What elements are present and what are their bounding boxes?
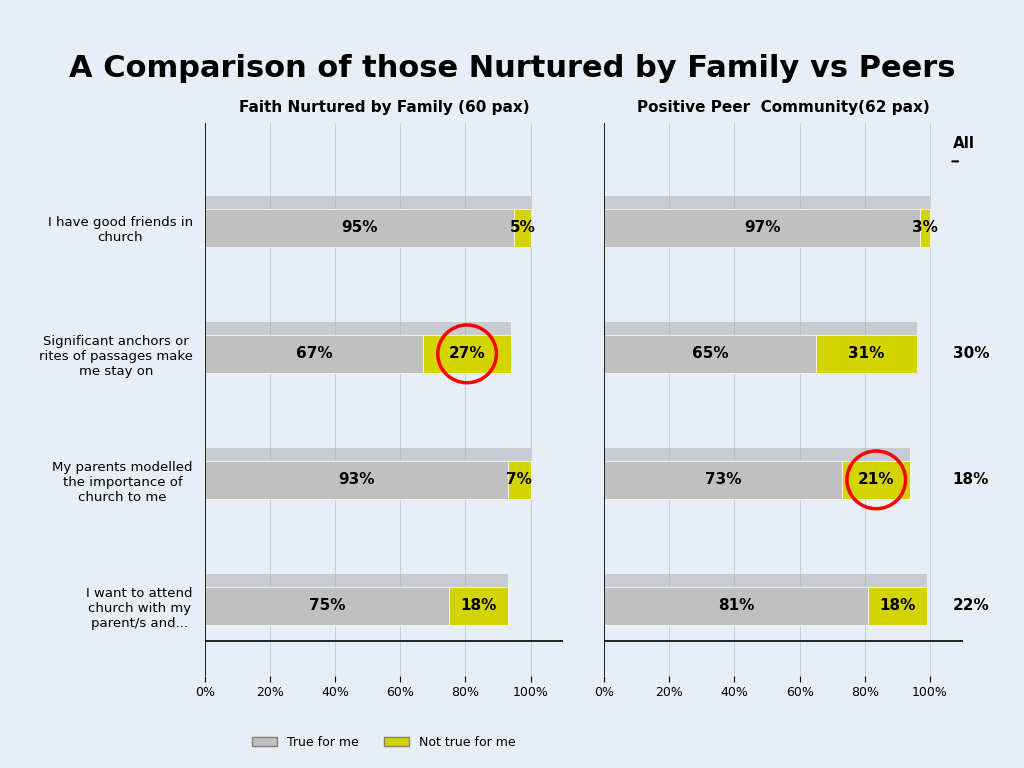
Bar <box>604 587 868 625</box>
Bar <box>450 574 508 613</box>
Bar <box>816 335 916 373</box>
Bar <box>604 209 921 247</box>
Bar <box>842 461 910 499</box>
Bar <box>604 448 842 486</box>
Bar <box>604 335 816 373</box>
Text: 31%: 31% <box>848 346 885 362</box>
Text: 18%: 18% <box>461 598 497 614</box>
Text: 18%: 18% <box>880 598 915 614</box>
Bar <box>514 209 530 247</box>
Bar <box>205 335 423 373</box>
Bar <box>205 196 514 234</box>
Text: 65%: 65% <box>692 346 728 362</box>
Bar <box>604 322 816 360</box>
Bar <box>205 209 514 247</box>
Text: All: All <box>952 137 975 151</box>
Bar <box>205 574 450 613</box>
Text: A Comparison of those Nurtured by Family vs Peers: A Comparison of those Nurtured by Family… <box>69 54 955 83</box>
Text: 30%: 30% <box>952 346 989 362</box>
Text: 5%: 5% <box>510 220 536 235</box>
Bar <box>205 448 508 486</box>
Bar <box>842 448 910 486</box>
Text: 22%: 22% <box>952 598 989 614</box>
Text: 67%: 67% <box>296 346 332 362</box>
Bar <box>508 461 530 499</box>
Text: 18%: 18% <box>952 472 989 488</box>
Title: Faith Nurtured by Family (60 pax): Faith Nurtured by Family (60 pax) <box>239 100 529 114</box>
Text: 21%: 21% <box>858 472 895 488</box>
Text: 95%: 95% <box>341 220 378 235</box>
Bar <box>205 587 450 625</box>
Bar <box>604 196 921 234</box>
Bar <box>423 322 511 360</box>
Bar <box>921 196 930 234</box>
Text: 73%: 73% <box>705 472 741 488</box>
Bar <box>205 322 423 360</box>
Text: 93%: 93% <box>338 472 375 488</box>
Title: Positive Peer  Community(62 pax): Positive Peer Community(62 pax) <box>637 100 930 114</box>
Text: 3%: 3% <box>912 220 938 235</box>
Bar <box>921 209 930 247</box>
Bar <box>508 448 530 486</box>
Bar <box>604 461 842 499</box>
Text: 7%: 7% <box>506 472 532 488</box>
Bar <box>514 196 530 234</box>
Legend: True for me, Not true for me: True for me, Not true for me <box>248 731 520 754</box>
Bar <box>868 587 927 625</box>
Text: 81%: 81% <box>718 598 755 614</box>
Text: 27%: 27% <box>449 346 485 362</box>
Bar <box>450 587 508 625</box>
Bar <box>205 461 508 499</box>
Bar <box>868 574 927 613</box>
Bar <box>816 322 916 360</box>
Text: 97%: 97% <box>743 220 780 235</box>
Bar <box>423 335 511 373</box>
Bar <box>604 574 868 613</box>
Text: 75%: 75% <box>308 598 345 614</box>
